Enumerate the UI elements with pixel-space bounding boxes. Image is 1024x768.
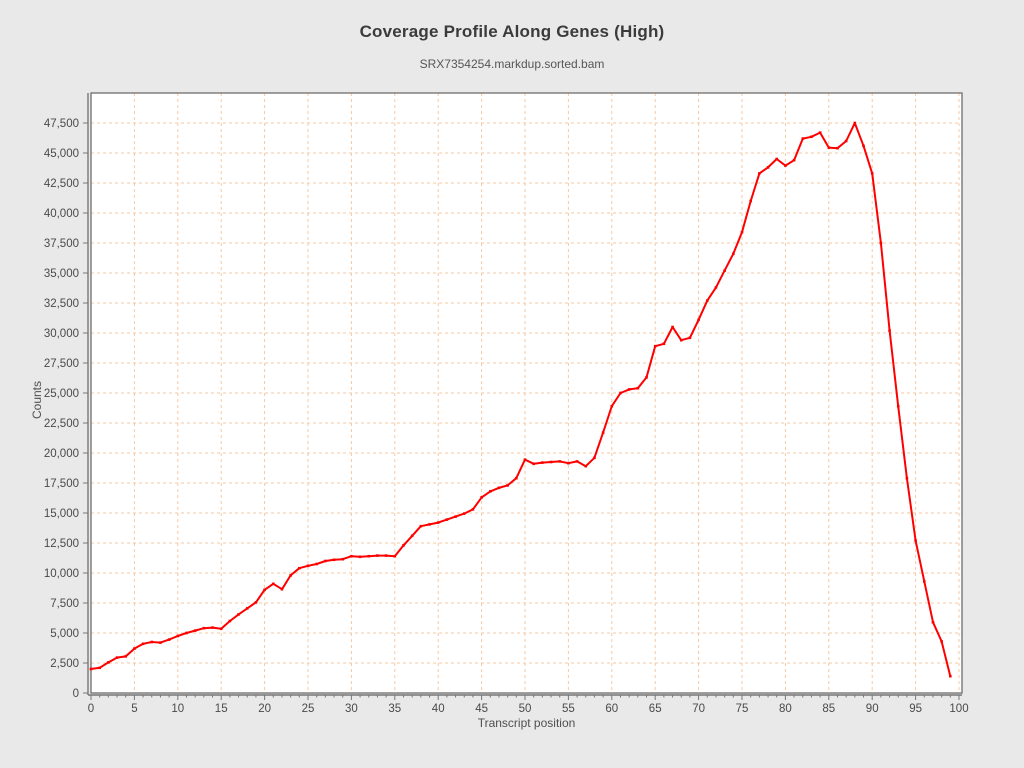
x-tick-label: 25	[302, 703, 315, 715]
y-tick-label: 32,500	[44, 298, 79, 310]
y-tick-label: 25,000	[44, 388, 79, 400]
x-tick-label: 45	[475, 703, 488, 715]
y-tick-label: 15,000	[44, 508, 79, 520]
y-tick-label: 22,500	[44, 418, 79, 430]
x-tick-label: 55	[562, 703, 575, 715]
x-tick-label: 85	[822, 703, 835, 715]
y-tick-label: 42,500	[44, 178, 79, 190]
x-tick-label: 50	[519, 703, 532, 715]
series-line	[90, 122, 952, 678]
y-tick-label: 47,500	[44, 118, 79, 130]
x-axis-title: Transcript position	[477, 716, 576, 730]
x-tick-label: 70	[692, 703, 705, 715]
x-tick-label: 15	[215, 703, 228, 715]
x-tick-label: 10	[171, 703, 184, 715]
x-tick-label: 0	[88, 703, 94, 715]
tick-labels: 0 2,500 5,000 7,500 10,000 12,500 15,000 17,500…	[44, 118, 969, 715]
x-tick-label: 80	[779, 703, 792, 715]
y-tick-label: 27,500	[44, 358, 79, 370]
y-tick-label: 12,500	[44, 538, 79, 550]
chart-subtitle: SRX7354254.markdup.sorted.bam	[419, 57, 605, 71]
series-point-markers	[89, 121, 952, 678]
y-tick-label: 7,500	[50, 598, 79, 610]
y-tick-label: 35,000	[44, 268, 79, 280]
y-tick-label: 2,500	[50, 658, 79, 670]
x-tick-label: 30	[345, 703, 358, 715]
x-tick-label: 40	[432, 703, 445, 715]
gridlines	[91, 93, 962, 693]
y-tick-label: 37,500	[44, 238, 79, 250]
y-tick-label: 17,500	[44, 478, 79, 490]
x-tick-label: 100	[949, 703, 968, 715]
chart-title: Coverage Profile Along Genes (High)	[359, 22, 665, 41]
x-tick-label: 60	[605, 703, 618, 715]
x-tick-label: 65	[649, 703, 662, 715]
y-tick-label: 40,000	[44, 208, 79, 220]
y-tick-label: 45,000	[44, 148, 79, 160]
y-tick-label: 30,000	[44, 328, 79, 340]
x-tick-label: 5	[131, 703, 137, 715]
x-tick-label: 90	[866, 703, 879, 715]
tick-marks	[83, 122, 960, 700]
y-tick-label: 0	[73, 688, 79, 700]
x-tick-label: 35	[388, 703, 401, 715]
y-axis-title: Counts	[30, 380, 44, 420]
x-tick-label: 20	[258, 703, 271, 715]
x-tick-label: 75	[736, 703, 749, 715]
y-tick-label: 5,000	[50, 628, 79, 640]
y-tick-label: 20,000	[44, 448, 79, 460]
x-tick-label: 95	[909, 703, 922, 715]
y-tick-label: 10,000	[44, 568, 79, 580]
